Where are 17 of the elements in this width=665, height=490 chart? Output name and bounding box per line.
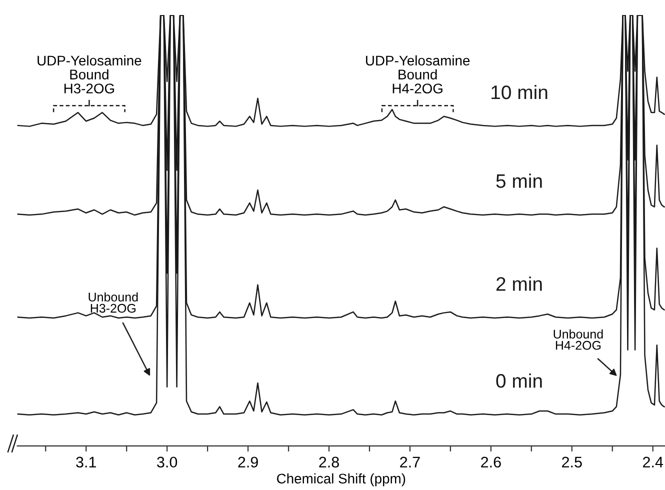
x-tick-label: 3.0	[157, 456, 178, 468]
x-axis-title: Chemical Shift (ppm)	[277, 473, 406, 486]
x-tick-label: 2.4	[643, 456, 664, 468]
series-label: 5 min	[496, 174, 542, 188]
x-tick-label: 2.7	[400, 456, 420, 468]
annotation: UDP-Yelosamine Bound H3-2OG	[38, 55, 142, 94]
annotation: Unbound H3-2OG	[88, 292, 138, 313]
x-tick-label: 2.9	[238, 456, 258, 468]
x-tick-label: 2.6	[481, 456, 501, 468]
series-label: 2 min	[496, 276, 542, 291]
series-label: 0 min	[496, 374, 542, 388]
x-tick-label: 2.8	[319, 456, 339, 468]
x-tick-label: 2.5	[562, 456, 582, 468]
series-label: 10 min	[492, 84, 548, 100]
annotation: UDP-Yelosamine Bound H4-2OG	[366, 55, 470, 94]
x-tick-label: 3.1	[76, 456, 96, 468]
annotation: Unbound H4-2OG	[554, 329, 603, 350]
